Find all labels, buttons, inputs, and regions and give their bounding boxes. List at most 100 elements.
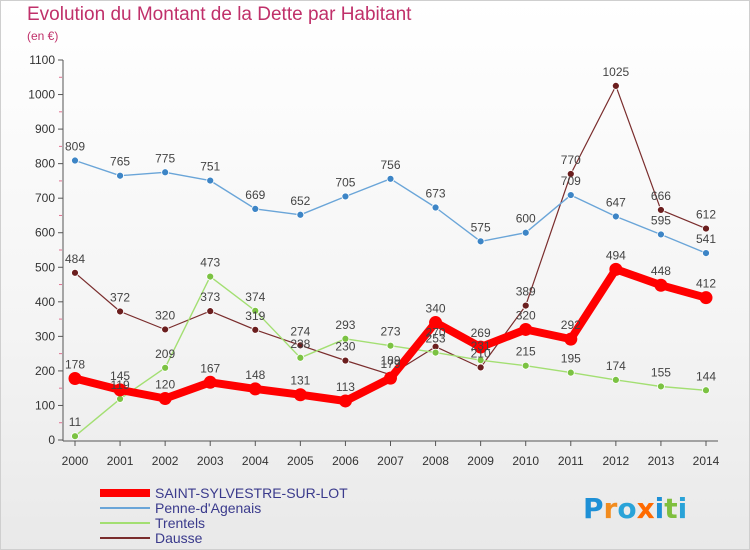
chart-subtitle: (en €) [27,29,59,43]
logo-letter: i [678,492,688,525]
data-label: 541 [696,232,716,246]
x-tick-label: 2005 [287,454,314,468]
data-point [476,356,485,365]
data-label: 189 [380,354,400,368]
data-point [657,206,665,214]
data-label: 293 [335,318,355,332]
data-point [657,382,665,391]
data-point [206,307,215,316]
data-label: 494 [606,248,626,262]
data-point [116,394,124,403]
data-label: 120 [155,378,175,392]
data-label: 340 [426,302,446,316]
data-point [338,394,352,408]
data-point [431,348,440,357]
data-point [611,212,620,221]
data-label: 412 [696,277,716,291]
data-point [476,237,485,246]
data-point [206,272,215,281]
data-point [251,306,260,315]
data-label: 319 [245,309,265,323]
data-label: 669 [245,188,265,202]
data-label: 179 [380,357,400,371]
data-label: 666 [651,189,671,203]
data-point [431,203,440,212]
data-label: 148 [245,368,265,382]
logo-letter: o [617,492,636,525]
data-label: 231 [471,339,491,353]
data-label: 131 [290,374,310,388]
legend-label: Penne-d'Agenais [155,500,261,516]
legend-label: SAINT-SYLVESTRE-SUR-LOT [155,485,348,501]
data-label: 775 [155,151,175,165]
data-point [566,368,575,377]
data-point [248,382,262,396]
x-tick-label: 2010 [512,454,539,468]
x-tick-label: 2006 [332,454,359,468]
data-label: 756 [380,158,400,172]
logo-letter: x [637,492,655,525]
data-point [521,301,530,310]
data-point [476,363,485,372]
data-label: 709 [561,174,581,188]
x-tick-label: 2009 [467,454,494,468]
data-label: 230 [335,340,355,354]
data-label: 673 [426,187,446,201]
data-label: 600 [516,212,536,226]
data-point [702,224,710,233]
data-label: 119 [111,378,130,392]
x-tick-label: 2008 [422,454,449,468]
chart-title: Evolution du Montant de la Dette par Hab… [27,4,412,25]
y-tick-label: 400 [35,295,55,309]
y-tick-label: 300 [35,329,55,343]
data-point [296,353,305,362]
data-label: 372 [110,290,130,304]
data-point [341,192,350,201]
data-label: 751 [200,160,220,174]
data-label: 484 [65,252,85,266]
data-point [161,363,170,372]
data-label: 612 [696,208,716,222]
logo-letter: t [664,492,677,525]
data-label: 765 [110,155,130,169]
legend-label: Trentels [155,515,205,531]
data-point [699,291,713,305]
y-tick-label: 900 [35,122,55,136]
data-point [71,432,79,441]
data-point [116,307,124,316]
data-point [521,228,530,237]
data-label: 575 [471,220,491,234]
x-tick-label: 2004 [242,454,269,468]
data-label: 595 [651,213,671,227]
data-label: 705 [335,175,355,189]
data-label: 292 [561,318,581,332]
logo-letter: r [604,492,618,525]
data-point [296,210,305,219]
data-label: 647 [606,195,626,209]
data-label: 178 [65,358,85,372]
y-tick-label: 0 [48,433,55,447]
data-label: 273 [380,325,400,339]
logo-letter: i [655,492,665,525]
data-label: 1025 [603,65,630,79]
x-tick-label: 2000 [62,454,89,468]
y-tick-label: 1000 [28,88,55,102]
data-point [384,371,397,385]
y-tick-label: 500 [35,260,55,274]
data-label: 448 [651,264,671,278]
legend-label: Dausse [155,530,203,546]
data-point [386,174,395,183]
data-point [113,383,127,397]
y-tick-label: 200 [35,364,55,378]
data-point [296,341,305,350]
data-point [158,392,172,406]
data-point [71,156,79,165]
x-tick-label: 2014 [693,454,720,468]
x-tick-label: 2001 [107,454,134,468]
data-label: 145 [110,369,130,383]
data-point [251,325,260,334]
data-point [203,375,217,389]
data-label: 274 [290,324,310,338]
data-point [566,191,575,199]
